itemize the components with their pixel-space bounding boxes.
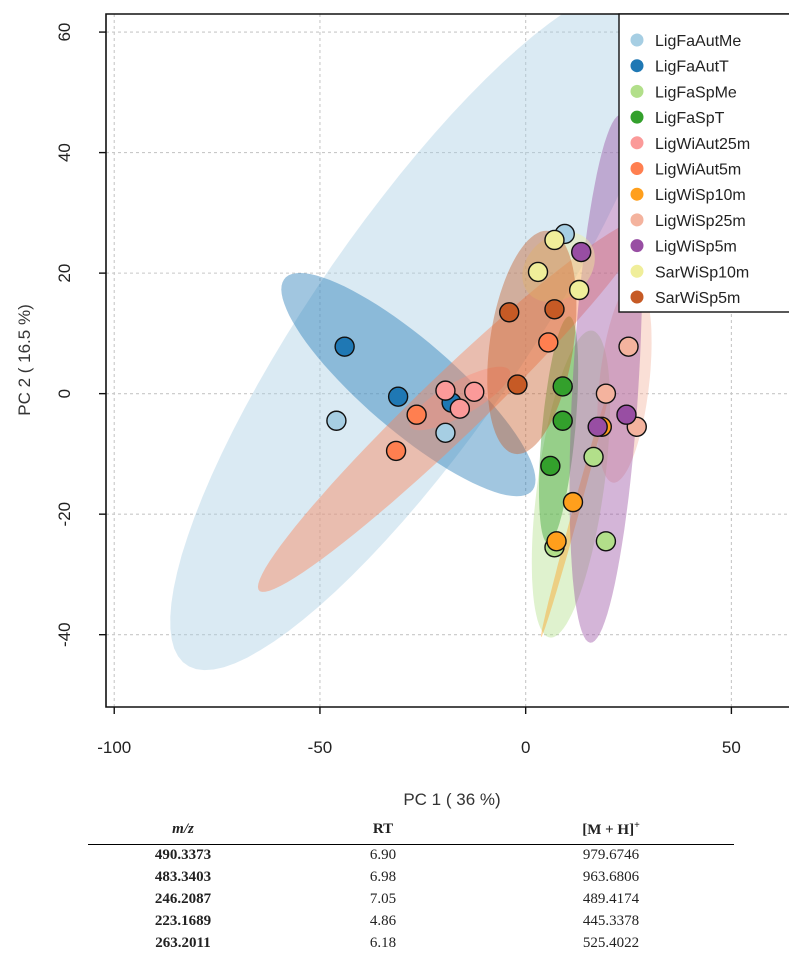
y-tick-label: 0 bbox=[55, 389, 74, 398]
point-sarwisp5m bbox=[507, 374, 528, 395]
legend-label: LigWiSp25m bbox=[655, 213, 746, 230]
ellipse-sarwisp5m bbox=[487, 230, 577, 455]
legend-swatch bbox=[630, 84, 644, 98]
x-tick-label: -50 bbox=[308, 738, 333, 757]
data-points bbox=[326, 223, 647, 558]
y-tick-label: -40 bbox=[55, 622, 74, 647]
ellipse-ligfaspme bbox=[531, 330, 611, 638]
point-ligwiaut5m bbox=[385, 440, 407, 462]
legend-label: LigFaSpT bbox=[655, 110, 725, 127]
cell-mz: 490.3373 bbox=[154, 847, 212, 863]
legend-label: SarWiSp10m bbox=[655, 264, 749, 281]
legend-label: LigWiAut5m bbox=[655, 162, 741, 179]
x-tick-label: -100 bbox=[97, 738, 131, 757]
point-sarwisp5m bbox=[544, 299, 565, 320]
cell-mz: 263.2011 bbox=[155, 935, 211, 951]
legend-box bbox=[618, 13, 789, 313]
cell-rt: 4.86 bbox=[369, 913, 397, 929]
legend-swatch bbox=[630, 59, 644, 73]
point-sarwisp10m bbox=[544, 229, 565, 251]
legend-label: SarWiSp5m bbox=[655, 290, 740, 307]
point-ligfaspt bbox=[540, 455, 561, 477]
ellipse-ligfaautme bbox=[170, 14, 668, 671]
axis-ticks: -100 -50 0 50 -40 -20 0 20 40 60 bbox=[55, 23, 741, 757]
cell-rt: 6.90 bbox=[369, 847, 397, 863]
legend-swatch bbox=[630, 136, 644, 150]
point-ligfaautt bbox=[387, 386, 409, 407]
header-mh: [M + H]+ bbox=[488, 816, 734, 845]
legend-swatch bbox=[630, 33, 644, 47]
cell-rt: 6.18 bbox=[369, 935, 397, 951]
x-axis-title: PC 1 ( 36 %) bbox=[403, 790, 500, 809]
legend-label: LigWiSp10m bbox=[655, 187, 746, 204]
point-ligwisp25m bbox=[595, 383, 617, 404]
y-tick-label: 20 bbox=[55, 264, 74, 283]
plot-frame bbox=[105, 13, 789, 708]
legend-swatch bbox=[630, 187, 644, 201]
legend-label: LigFaSpMe bbox=[655, 84, 737, 101]
point-ligwisp5m bbox=[587, 416, 608, 437]
point-ligfaspme bbox=[583, 446, 604, 468]
x-tick-label: 50 bbox=[722, 738, 741, 757]
table-row: 223.1689 4.86 445.3378 bbox=[88, 911, 734, 933]
cell-mh: 979.6746 bbox=[582, 847, 640, 863]
point-ligfaspme bbox=[595, 531, 617, 552]
point-ligwiaut5m bbox=[538, 332, 559, 353]
point-sarwisp10m bbox=[568, 279, 590, 301]
cell-mh: 525.4022 bbox=[582, 935, 640, 951]
point-ligwiaut25m bbox=[435, 380, 456, 401]
legend-label: LigWiAut25m bbox=[655, 136, 750, 153]
legend-swatch bbox=[630, 239, 644, 253]
legend-label: LigFaAutT bbox=[655, 59, 729, 76]
table-row: 263.2011 6.18 525.4022 bbox=[88, 933, 734, 955]
cell-mz: 223.1689 bbox=[154, 913, 212, 929]
point-ligfaautme bbox=[326, 410, 347, 431]
compound-table: m/z RT [M + H]+ 490.3373 6.90 979.6746 483.… bbox=[88, 816, 734, 955]
y-axis-title: PC 2 ( 16.5 %) bbox=[15, 304, 34, 416]
point-ligfaautme bbox=[435, 422, 456, 444]
point-sarwisp10m bbox=[527, 261, 549, 283]
header-rt: RT bbox=[278, 816, 488, 845]
cell-mh: 445.3378 bbox=[582, 913, 640, 929]
legend: LigFaAutMe LigFaAutT LigFaSpMe LigFaSpT LigW… bbox=[618, 13, 789, 313]
table-header-row: m/z RT [M + H]+ bbox=[88, 816, 734, 845]
cell-mh: 963.6806 bbox=[582, 869, 640, 885]
point-ligfaspt bbox=[552, 376, 573, 397]
legend-swatch bbox=[630, 162, 644, 175]
cell-mh: 489.4174 bbox=[582, 891, 640, 907]
legend-swatch bbox=[630, 110, 644, 124]
point-ligfaautt bbox=[334, 336, 355, 357]
point-ligwiaut25m bbox=[449, 398, 471, 419]
point-sarwisp5m bbox=[499, 302, 520, 323]
table-row: 490.3373 6.90 979.6746 bbox=[88, 845, 734, 868]
point-ligfaspt bbox=[552, 410, 573, 431]
point-ligwisp10m bbox=[546, 531, 567, 552]
table-row: 246.2087 7.05 489.4174 bbox=[88, 889, 734, 911]
legend-swatch bbox=[630, 264, 644, 278]
x-tick-label: 0 bbox=[521, 738, 530, 757]
ellipse-ligfaautt bbox=[281, 273, 536, 497]
cell-rt: 6.98 bbox=[369, 869, 397, 885]
legend-swatch bbox=[630, 290, 644, 304]
point-ligwisp5m bbox=[571, 241, 592, 263]
cell-rt: 7.05 bbox=[369, 891, 397, 907]
cell-mz: 246.2087 bbox=[154, 891, 212, 907]
y-tick-label: -20 bbox=[55, 502, 74, 527]
point-ligwisp25m bbox=[618, 336, 639, 357]
point-ligwisp5m bbox=[616, 404, 637, 425]
point-ligwiaut5m bbox=[406, 404, 427, 425]
table-row: 483.3403 6.98 963.6806 bbox=[88, 867, 734, 889]
legend-label: LigFaAutMe bbox=[655, 33, 741, 50]
cell-mz: 483.3403 bbox=[154, 869, 212, 885]
point-ligwiaut25m bbox=[464, 381, 485, 403]
header-mz: m/z bbox=[88, 816, 278, 845]
y-tick-label: 40 bbox=[55, 143, 74, 162]
legend-swatch bbox=[630, 213, 644, 227]
point-ligwisp10m bbox=[562, 491, 584, 513]
y-tick-label: 60 bbox=[55, 23, 74, 42]
legend-label: LigWiSp5m bbox=[655, 239, 737, 256]
